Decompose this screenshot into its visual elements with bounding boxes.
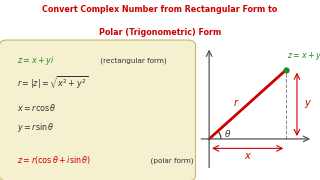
Text: $y = r\sin\theta$: $y = r\sin\theta$ [17,121,54,134]
Text: $x = r\cos\theta$: $x = r\cos\theta$ [17,102,56,112]
FancyBboxPatch shape [0,40,196,180]
Text: $r$: $r$ [233,97,239,108]
Text: $y$: $y$ [304,98,312,110]
Text: Convert Complex Number from Rectangular Form to: Convert Complex Number from Rectangular … [42,5,278,14]
Text: $x$: $x$ [244,151,252,161]
Text: $z = r(\cos\theta + i\sin\theta)$: $z = r(\cos\theta + i\sin\theta)$ [17,154,91,166]
Text: $\theta$: $\theta$ [224,128,231,139]
Text: $z = x + yi$: $z = x + yi$ [17,54,54,67]
Text: (polar form): (polar form) [146,157,194,164]
Text: (rectangular form): (rectangular form) [99,57,167,64]
Text: $r = |z| = \sqrt{x^2 + y^2}$: $r = |z| = \sqrt{x^2 + y^2}$ [17,75,88,93]
Text: $z = x + yi$: $z = x + yi$ [287,49,320,62]
Text: Polar (Trigonometric) Form: Polar (Trigonometric) Form [99,28,221,37]
